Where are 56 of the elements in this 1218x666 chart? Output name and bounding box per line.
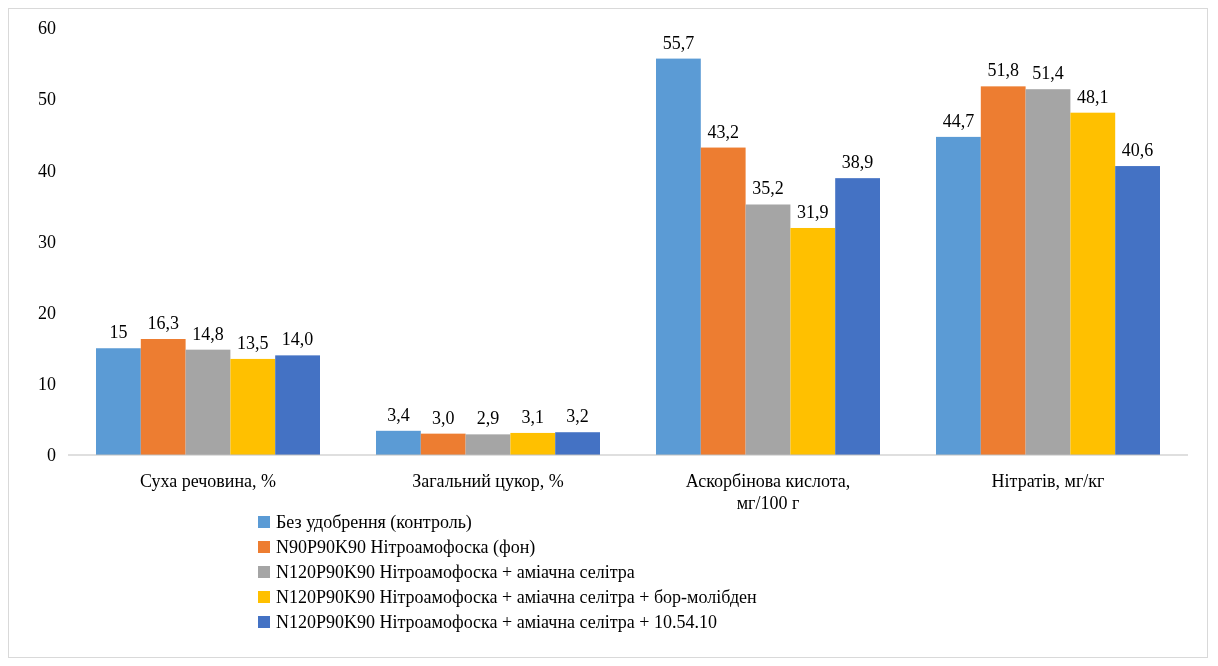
bar	[376, 430, 421, 455]
bar	[980, 86, 1026, 455]
bar	[185, 349, 231, 455]
data-label: 3,0	[431, 407, 455, 428]
data-label: 3,4	[387, 404, 410, 425]
bar	[140, 339, 186, 455]
bar	[936, 136, 981, 455]
legend-label: N120P90K90 Нітроамофоска + аміачна селітра + бор-молібден	[276, 587, 758, 607]
data-label: 15	[109, 322, 128, 343]
data-label: 14,8	[192, 323, 224, 344]
data-label: 55,7	[662, 32, 695, 53]
bar	[510, 432, 556, 455]
y-tick-label: 30	[38, 231, 56, 252]
data-label: 51,8	[987, 60, 1019, 81]
bar	[465, 434, 511, 455]
legend-label: N120P90K90 Нітроамофоска + аміачна селітра	[276, 562, 635, 582]
bar	[790, 227, 836, 455]
legend-label: N120P90K90 Нітроамофоска + аміачна селітра + 10.54.10	[276, 612, 717, 632]
bar	[275, 355, 320, 455]
data-label: 3,1	[521, 406, 545, 427]
data-label: 16,3	[147, 313, 179, 333]
data-label: 48,1	[1077, 86, 1109, 107]
bar	[835, 178, 880, 455]
data-label: 40,6	[1121, 140, 1154, 161]
legend-label: Без удобрення (контроль)	[276, 512, 472, 533]
bar	[1115, 166, 1160, 455]
y-tick-label: 0	[47, 445, 56, 466]
x-tick-label: Аскорбінова кислота, мг/100 г	[685, 471, 851, 513]
y-tick-label: 20	[38, 302, 56, 323]
y-tick-label: 40	[38, 160, 56, 181]
y-tick-label: 60	[38, 18, 56, 39]
legend-label: N90P90K90 Нітроамофоска (фон)	[276, 537, 536, 558]
x-tick-label: Суха речовина, %	[139, 471, 277, 491]
data-label: 43,2	[707, 121, 739, 142]
data-label: 38,9	[841, 152, 874, 173]
data-label: 2,9	[476, 408, 500, 429]
bar	[96, 348, 141, 455]
data-label: 35,2	[752, 178, 784, 199]
data-label: 44,7	[942, 110, 975, 131]
bar	[420, 433, 466, 455]
y-tick-label: 50	[38, 89, 56, 110]
bar	[656, 58, 701, 455]
y-tick-label: 10	[38, 374, 56, 395]
data-label: 51,4	[1032, 63, 1064, 84]
bar	[555, 432, 600, 455]
bar	[745, 204, 791, 455]
bar	[1070, 112, 1116, 455]
data-label: 14,0	[281, 329, 314, 350]
bar	[230, 358, 276, 455]
data-label: 3,2	[566, 406, 589, 427]
data-label: 13,5	[237, 332, 269, 353]
bar	[700, 147, 746, 455]
bar	[1025, 89, 1071, 455]
x-tick-label: Нітратів, мг/кг	[991, 471, 1105, 491]
data-label: 31,9	[797, 201, 829, 222]
x-tick-label: Загальний цукор, %	[412, 471, 564, 491]
